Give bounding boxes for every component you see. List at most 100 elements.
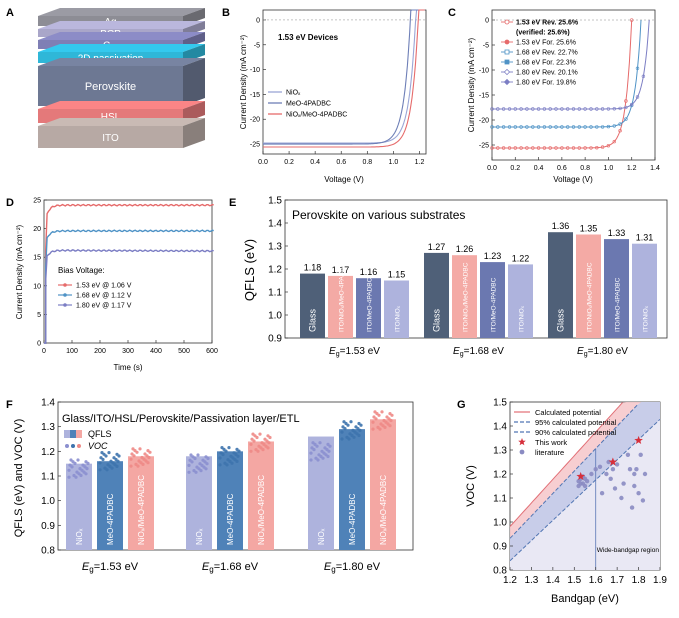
chart-c-marker-1 <box>490 125 494 129</box>
layer-side-ito <box>183 118 205 148</box>
chart-g-ytick-label: 1.3 <box>493 446 507 457</box>
chart-f-voc-dot <box>205 462 209 466</box>
chart-g-literature-point <box>589 471 594 477</box>
chart-c-marker-2 <box>507 107 512 111</box>
chart-e-bar <box>604 239 629 338</box>
chart-c-legend: 1.53 eV Rev. 25.6% (verified: 25.6%) 1.53 … <box>501 20 579 87</box>
chart-c-ytick-label: -10 <box>479 68 489 75</box>
chart-f-voc-dot <box>218 456 222 460</box>
chart-b-curves <box>263 9 425 148</box>
chart-c-marker-1 <box>571 125 576 129</box>
chart-f-bar <box>248 441 274 550</box>
chart-g-literature-point <box>612 486 618 491</box>
chart-c-marker-2 <box>565 107 570 111</box>
chart-g-ylabel: VOC (V) <box>465 465 477 507</box>
chart-f-bar-label: NiOₓ <box>75 528 84 545</box>
chart-f-group-label-subscript: g <box>331 565 335 574</box>
chart-d-ytick-label: 0 <box>37 341 41 348</box>
chart-f-voc-dot <box>357 433 361 438</box>
chart-f-voc-dot <box>255 435 259 440</box>
chart-e-title: Perovskite on various substrates <box>292 208 465 222</box>
chart-f-ytick-label: 0.8 <box>41 546 55 557</box>
chart-f-voc-dot <box>74 475 78 479</box>
chart-g-literature-point <box>578 481 583 486</box>
chart-e-value-label: 1.17 <box>332 265 350 275</box>
chart-f-voc-dot <box>327 449 331 453</box>
chart-c-legend-label-6: 1.80 eV For. 19.8% <box>516 80 576 87</box>
chart-g-legend-label-4: literature <box>535 448 564 457</box>
chart-e-bar <box>452 255 477 338</box>
chart-g-literature-point <box>638 452 643 457</box>
chart-c-legend-label-4: 1.68 eV For. 22.3% <box>516 60 576 67</box>
chart-f-bar-label: NiOₓ/MeO-4PADBC <box>137 475 146 545</box>
chart-c-marker-2 <box>554 107 558 111</box>
chart-c-marker-0 <box>490 146 494 150</box>
chart-f-voc-dot <box>267 441 271 445</box>
chart-f-voc-dot <box>85 467 89 471</box>
chart-c-ylabel: Current Density (mA cm⁻²) <box>467 37 476 132</box>
chart-f-voc-dot <box>347 437 351 441</box>
chart-d-series-1 <box>44 229 214 344</box>
chart-f-voc-dot <box>187 463 191 467</box>
chart-c-marker-0 <box>612 139 616 144</box>
chart-e-bar-label: ITO/NiOₓ <box>395 305 402 332</box>
chart-c-marker-0 <box>531 146 535 150</box>
chart-f-voc-dot <box>224 449 228 453</box>
plot-frame-b <box>262 9 427 155</box>
chart-c-ytick-label: 0 <box>485 18 489 25</box>
chart-e-bar <box>632 243 657 338</box>
chart-g-ticks: 1.2 1.3 1.4 1.5 1.6 1.7 1.8 1.9 0.8 0.9 1.0 1.1 1.2 1… <box>493 398 667 587</box>
chart-e-bar-label: ITO/MeO-4PADBC <box>615 277 622 332</box>
chart-e-value-label: 1.36 <box>552 221 570 231</box>
chart-c-marker-2 <box>612 107 616 111</box>
chart-c-legend-label-2: 1.53 eV For. 25.6% <box>516 40 576 47</box>
chart-f-voc-dot <box>266 446 270 450</box>
chart-g-xtick-label: 1.6 <box>589 575 603 586</box>
chart-f-voc-dot <box>371 420 375 424</box>
chart-f-voc-dot <box>378 427 382 431</box>
chart-c-marker-1 <box>501 125 506 129</box>
chart-f-voc-dot <box>236 454 240 458</box>
chart-c-xtick-label: 1.0 <box>604 165 614 172</box>
chart-f-group-label: Eg=1.68 eV <box>202 561 259 574</box>
chart-e-group-label-value: =1.68 eV <box>464 346 505 357</box>
chart-g-literature-point <box>599 491 605 496</box>
chart-c-marker-2 <box>490 107 494 111</box>
layer-perovskite <box>38 66 183 106</box>
chart-f-voc-dot <box>146 461 150 465</box>
chart-g-literature-point <box>634 467 639 472</box>
chart-f-voc-dot <box>190 460 194 464</box>
chart-c-marker-2 <box>641 74 646 79</box>
chart-c-marker-0 <box>571 146 576 150</box>
chart-g-xtick-label: 1.3 <box>524 575 538 586</box>
chart-f-ytick-label: 1.2 <box>41 447 55 458</box>
chart-g-literature-point <box>614 462 620 467</box>
chart-f-voc-dot <box>148 450 152 454</box>
chart-f-bar-label: MeO-4PADBC <box>348 493 357 545</box>
chart-f-bar-label: NiOₓ/MeO-4PADBC <box>379 475 388 545</box>
chart-b-ytick-label: -15 <box>250 92 260 99</box>
chart-f-voc-dot <box>73 461 77 465</box>
chart-b-legend: NiOₓ MeO-4PADBC NiOₓ/MeO-4PADBC <box>268 90 347 119</box>
chart-b-title: 1.53 eV Devices <box>278 33 339 42</box>
chart-c-marker-0 <box>629 18 634 22</box>
chart-e-ticks: 0.9 1.0 1.1 1.2 1.3 1.4 1.5 <box>268 196 288 345</box>
chart-d-legend-marker-1 <box>63 293 67 297</box>
chart-f-voc-dot <box>374 417 378 421</box>
chart-d-ticks: 0 100 200 300 400 500 600 0 5 10 15 20 25 <box>33 198 218 356</box>
layer-side-hsl <box>183 101 205 123</box>
chart-d-ytick-label: 20 <box>33 226 41 233</box>
chart-c-ytick-label: -25 <box>479 143 489 150</box>
chart-c-marker-0 <box>589 146 593 150</box>
chart-f-voc-dot <box>115 464 119 468</box>
chart-f-voc-dot <box>309 451 313 455</box>
chart-f-voc-dot <box>136 464 140 468</box>
chart-g-plot: Wide-bandgap region <box>509 402 661 570</box>
chart-f-voc-dot <box>84 472 88 476</box>
panel-e-letter: E <box>229 197 236 209</box>
layer-top-hsl <box>38 101 205 109</box>
chart-e-group-label-subscript: g <box>460 351 464 358</box>
layer-label-perovskite: Perovskite <box>85 81 136 93</box>
chart-c-marker-0 <box>507 146 512 150</box>
